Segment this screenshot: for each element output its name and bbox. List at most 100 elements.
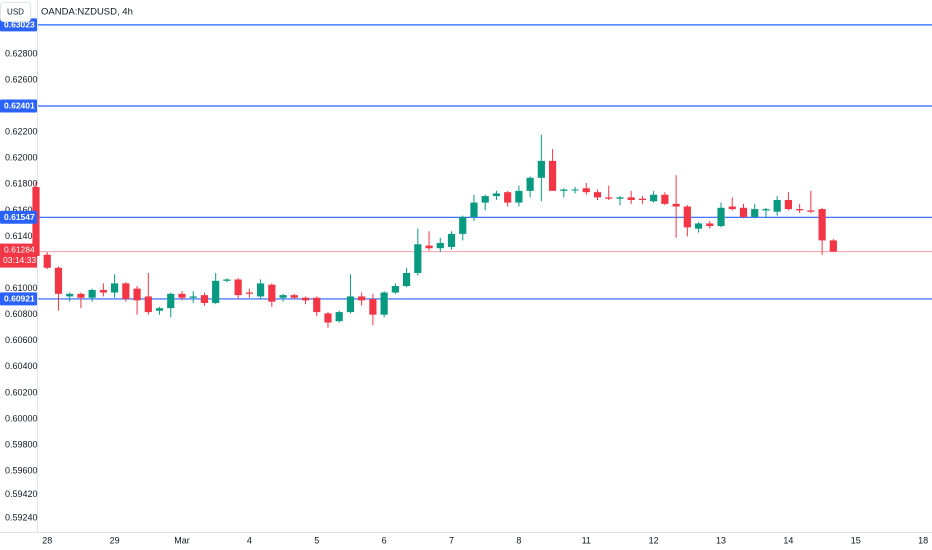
candle-body [739,207,748,217]
candle-body [447,233,456,247]
x-tick-label: 13 [716,535,726,545]
candle-body [717,207,725,227]
candle-body [605,197,613,199]
candle-body [796,209,804,211]
candle-body [245,292,253,294]
y-tick-label: 0.62800 [5,48,38,58]
candle-body [391,286,399,293]
candle-body [762,209,770,211]
x-tick-label: 14 [783,535,793,545]
y-tick-label: 0.62600 [5,74,38,84]
candle-body [706,223,714,227]
candle-body [279,295,287,298]
y-tick-label: 0.60600 [5,335,38,345]
y-tick-label: 0.60000 [5,413,38,423]
candle-body [358,296,366,301]
candle-body [818,209,826,241]
x-tick-label: 15 [851,535,861,545]
candle-body [616,197,624,199]
level-label: 0.60921 [4,294,35,304]
x-tick-label: 8 [516,535,521,545]
candle-body [144,296,152,313]
x-tick-label: 29 [110,535,120,545]
candle-body [829,240,837,252]
y-tick-label: 0.61000 [5,283,38,293]
y-tick-label: 0.60200 [5,387,38,397]
last-price-label: 0.61284 [4,244,35,254]
candle-body [268,284,276,302]
x-tick-label: Mar [174,535,190,545]
y-tick-label: 0.62200 [5,127,38,137]
candle-body [537,160,545,178]
candle-body [380,292,388,315]
candle-body [43,254,51,268]
y-tick-label: 0.59240 [5,512,38,522]
candle-body [470,202,478,217]
countdown-label: 03:14:33 [3,255,36,265]
y-tick-label: 0.62000 [5,153,38,163]
x-tick-label: 6 [382,535,387,545]
currency-box [0,2,31,22]
candle-body [290,295,298,298]
candle-body [88,289,96,298]
chart-title: OANDA:NZDUSD, 4h [41,7,133,18]
candle-body [324,313,332,323]
candle-body [784,199,793,210]
candle-body [661,194,669,204]
y-tick-label: 0.61800 [5,179,38,189]
candle-body [627,197,635,200]
candle-body [807,210,815,212]
level-label-box [0,99,37,113]
candle-body [515,190,523,203]
y-tick-label: 0.59600 [5,465,38,475]
candle-body [133,288,141,301]
candle-body [178,293,186,298]
candle-body [650,194,658,202]
currency-label: USD [7,8,24,17]
candle-body [66,293,74,297]
candle-body [492,193,501,197]
candle-body [414,244,422,273]
candle-body [402,272,411,287]
candle-body [54,267,63,294]
candle-body [593,192,602,198]
candle-body [459,216,467,234]
candle-body [111,283,119,293]
candle-body [504,192,512,203]
candle-body [77,293,85,298]
candle-body [436,242,444,249]
candle-body [672,203,680,207]
candle-body [212,280,220,303]
candle-body [313,297,321,313]
candle-body [99,289,107,293]
level-label-box [0,210,37,224]
candle-body [223,279,231,281]
y-tick-label: 0.60800 [5,309,38,319]
x-tick-label: 11 [582,535,591,545]
level-label: 0.63023 [4,20,35,30]
candle-body [301,297,310,301]
candle-body [155,308,164,311]
y-tick-label: 0.61400 [5,231,38,241]
level-label: 0.61547 [4,212,35,222]
candle-body [773,199,781,212]
candle-body [751,209,759,217]
candle-body [122,283,130,300]
candle-body [189,296,197,298]
candle-body [728,206,736,210]
last-price-box [0,243,37,268]
candle-body [200,295,209,303]
candle-body [560,189,568,191]
x-tick-label: 18 [918,535,928,545]
candle-body [571,189,579,191]
y-tick-label: 0.60400 [5,361,38,371]
candle-body [683,206,691,228]
x-tick-label: 7 [449,535,454,545]
x-tick-label: 4 [247,535,252,545]
candle-body [425,245,433,249]
candle-body [257,283,265,297]
candle-body [548,160,557,191]
